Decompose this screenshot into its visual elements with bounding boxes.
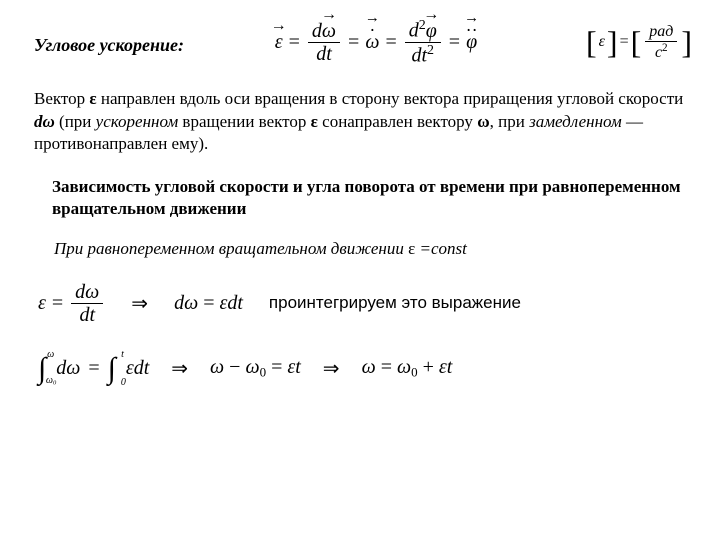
- unit-box: [ ε ] = [ рад c2 ]: [586, 23, 692, 61]
- eq-domega-eq-edt: dω = εdt: [174, 292, 243, 315]
- sym: εt: [439, 356, 452, 378]
- dot-icon: ·: [369, 20, 375, 41]
- comment-text: проинтегрируем это выражение: [269, 293, 521, 313]
- vector-arrow-icon: →: [271, 17, 287, 35]
- int-body: εdt: [126, 357, 149, 380]
- int-upper: t: [121, 350, 124, 360]
- integral-1: ∫ ω ω0 dω = ∫ t 0 εdt: [38, 354, 149, 384]
- main-formula: → ε = d→ω dt = → · ω = d2→φ dt2: [275, 18, 477, 66]
- implies-icon: ⇒: [323, 356, 340, 381]
- integral-icon: ∫ t 0: [108, 354, 116, 384]
- implies-icon: ⇒: [131, 291, 148, 316]
- para-text: направлен вдоль оси вращения в сторону в…: [97, 89, 684, 108]
- sym: ω: [362, 356, 376, 378]
- left-bracket-icon: [: [586, 26, 597, 58]
- eq-final: ω = ω0 + εt: [362, 356, 453, 380]
- para-text: вращении вектор: [178, 112, 310, 131]
- heading-label: Угловое ускорение:: [34, 29, 184, 56]
- main-formula-wrap: → ε = d→ω dt = → · ω = d2→φ dt2: [194, 18, 558, 66]
- eq-num: dω: [71, 281, 103, 304]
- epsilon-symbol: ε: [311, 112, 318, 131]
- para-text: Вектор: [34, 89, 89, 108]
- sub: 0: [260, 365, 267, 380]
- eq-den: dt: [75, 304, 99, 326]
- para-em: ускоренном: [96, 112, 179, 131]
- para-em: замедленном: [529, 112, 622, 131]
- int-lower: 0: [121, 378, 126, 388]
- frac-domega-dt: d→ω dt: [308, 20, 340, 65]
- left-bracket-icon: [: [631, 26, 642, 58]
- const-pre: При равнопеременном вращательном движени…: [54, 239, 408, 258]
- subheading: Зависимость угловой скорости и угла пово…: [52, 176, 692, 221]
- sym: εt: [287, 356, 300, 378]
- integral-icon: ∫ ω ω0: [38, 354, 46, 384]
- phi-ddot: → ·· φ: [466, 31, 477, 54]
- right-bracket-icon: ]: [681, 26, 692, 58]
- eq-lhs2: dω: [174, 292, 198, 314]
- const-line: При равнопеременном вращательном движени…: [54, 239, 692, 259]
- domega-symbol: dω: [34, 112, 55, 131]
- para-text: , при: [490, 112, 529, 131]
- omega-dot: → · ω: [365, 31, 379, 54]
- para-text: (при: [55, 112, 96, 131]
- eq-rhs2: εdt: [219, 292, 242, 314]
- int-lower: ω0: [46, 376, 56, 387]
- sub: 0: [411, 365, 418, 380]
- frac-d2phi-dt2: d2→φ dt2: [405, 18, 441, 66]
- right-bracket-icon: ]: [607, 26, 618, 58]
- sym: ω: [210, 356, 224, 378]
- ddot-icon: ··: [466, 20, 478, 41]
- vector-arrow-icon: →: [321, 6, 337, 24]
- para-text: сонаправлен вектору: [318, 112, 477, 131]
- equation-row-2: ε = dω dt ⇒ dω = εdt проинтегрируем это …: [34, 281, 692, 326]
- body-paragraph: Вектор ε направлен вдоль оси вращения в …: [34, 88, 692, 155]
- page: Угловое ускорение: → ε = d→ω dt = → · ω: [0, 0, 720, 540]
- equation-row-3: ∫ ω ω0 dω = ∫ t 0 εdt ⇒ ω − ω0 = εt ⇒ ω …: [34, 354, 692, 384]
- sym: ω: [245, 356, 259, 378]
- int-body: dω: [56, 357, 80, 380]
- heading-row: Угловое ускорение: → ε = d→ω dt = → · ω: [34, 18, 692, 66]
- eq-lhs: ε: [38, 292, 46, 315]
- unit-num: рад: [645, 23, 677, 42]
- epsilon-symbol: ε: [89, 89, 96, 108]
- int-upper: ω: [47, 350, 54, 360]
- const-post: =const: [415, 239, 467, 258]
- unit-frac: рад c2: [645, 23, 677, 61]
- omega-symbol: ω: [477, 112, 489, 131]
- vector-arrow-icon: →: [423, 6, 439, 24]
- epsilon-vector: → ε: [275, 31, 283, 54]
- implies-icon: ⇒: [171, 356, 188, 381]
- sym: ω: [397, 356, 411, 378]
- eq-eps-eq-frac: ε = dω dt: [38, 281, 105, 326]
- eq-mid: ω − ω0 = εt: [210, 356, 301, 380]
